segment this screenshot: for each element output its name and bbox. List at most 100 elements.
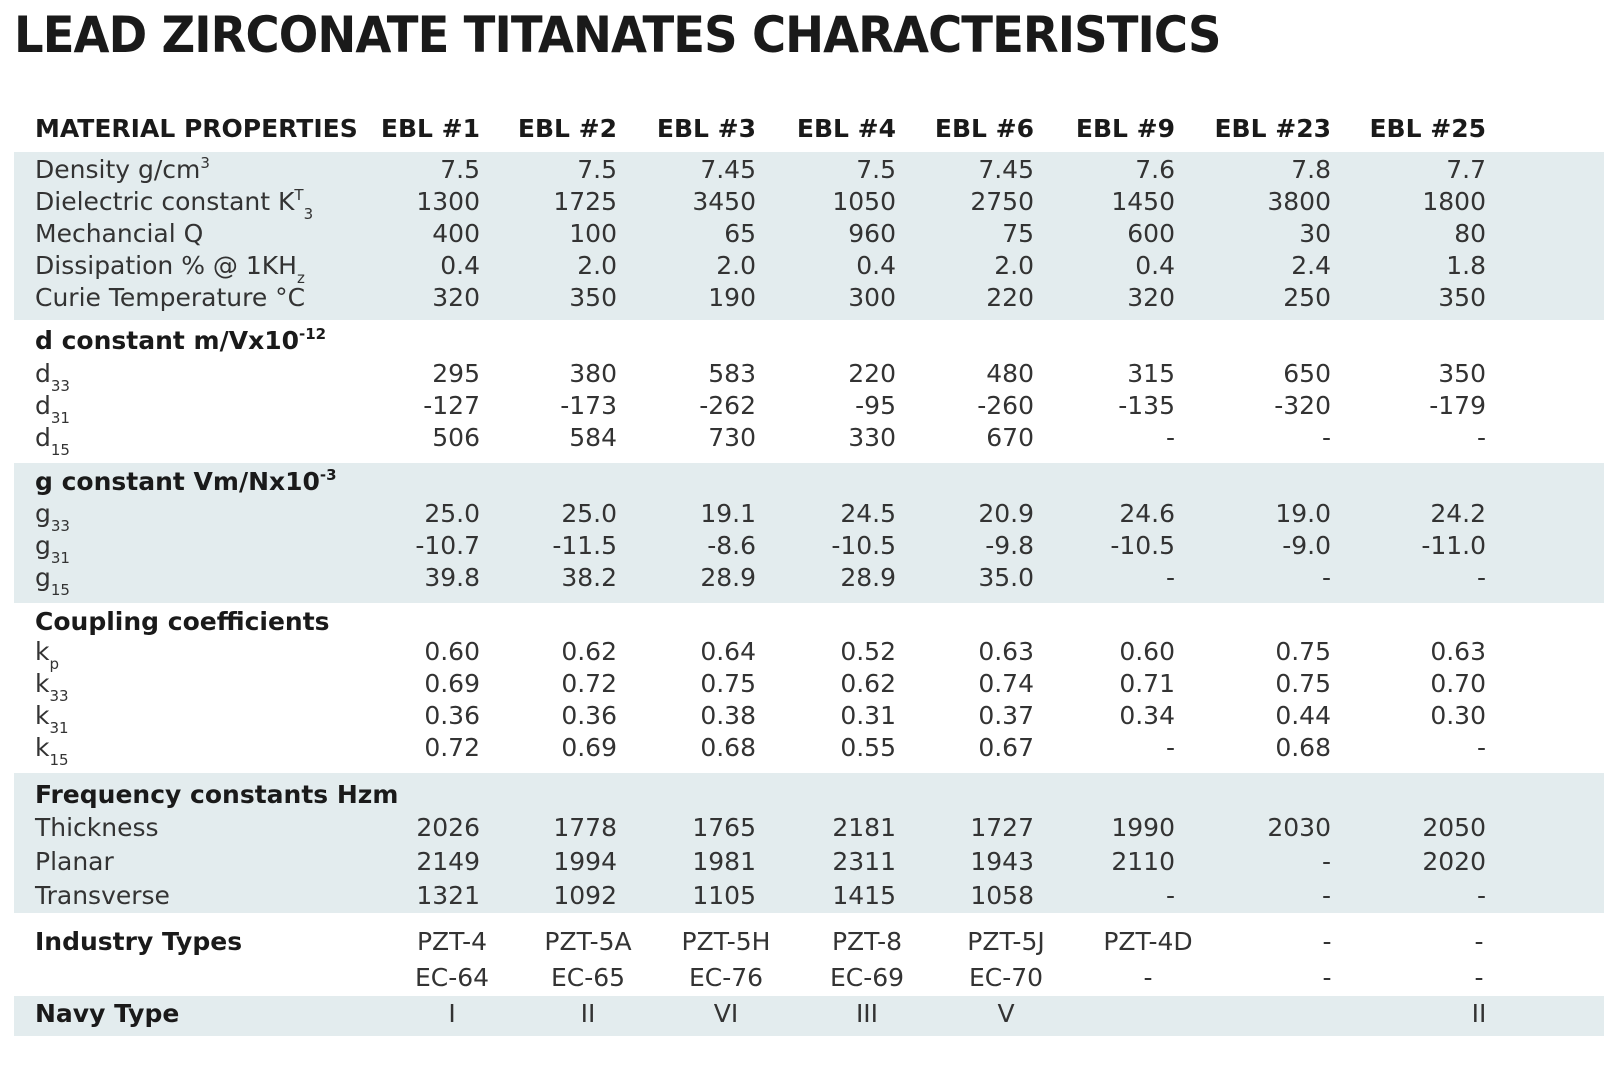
subscript: 15	[50, 441, 70, 459]
table-cell: 2.4	[1291, 251, 1331, 280]
table-cell: -	[1165, 881, 1175, 910]
label-text: Mechancial Q	[35, 219, 204, 248]
table-cell: -	[1143, 963, 1153, 992]
table-cell: 0.75	[1275, 669, 1331, 698]
row-label: g15	[35, 562, 70, 599]
row-label: g31	[35, 530, 70, 567]
table-cell: 3450	[692, 187, 756, 216]
label-text: d constant m/Vx10	[35, 326, 299, 355]
table-cell: VI	[713, 999, 739, 1028]
table-cell: 7.45	[978, 155, 1034, 184]
label-text: Industry Types	[35, 927, 243, 956]
table-cell: 2311	[832, 847, 896, 876]
table-cell: EC-70	[968, 963, 1044, 992]
table-cell: 2181	[832, 813, 896, 842]
table-cell: 7.8	[1291, 155, 1331, 184]
table-cell: 1990	[1111, 813, 1175, 842]
table-cell: -127	[423, 391, 480, 420]
table-cell: 1943	[970, 847, 1034, 876]
section-heading: Industry Types	[35, 926, 242, 958]
table-cell: 380	[569, 359, 617, 388]
table-cell: 0.60	[1119, 637, 1175, 666]
table-cell: 25.0	[561, 499, 617, 528]
table-cell: 35.0	[978, 563, 1034, 592]
subscript: 3	[303, 205, 314, 223]
table-cell: 1.8	[1446, 251, 1486, 280]
table-cell: EC-65	[550, 963, 626, 992]
table-cell: 0.72	[424, 733, 480, 762]
table-cell: PZT-4D	[1103, 927, 1193, 956]
table-cell: 7.5	[440, 155, 480, 184]
row-label: k33	[35, 668, 69, 705]
table-cell: -	[1165, 563, 1175, 592]
table-cell: 0.67	[978, 733, 1034, 762]
label-text: Dissipation % @ 1KH	[35, 251, 297, 280]
table-cell: 24.2	[1430, 499, 1486, 528]
table-cell: -	[1476, 881, 1486, 910]
column-header: EBL #6	[934, 114, 1034, 143]
table-cell: 0.68	[700, 733, 756, 762]
table-cell: 0.44	[1275, 701, 1331, 730]
row-label: Mechancial Q	[35, 218, 203, 250]
label-text: Coupling coefficients	[35, 607, 330, 636]
superscript: -12	[299, 325, 327, 343]
label-text: Dielectric constant K	[35, 187, 295, 216]
label-text: Curie Temperature °C	[35, 283, 306, 312]
row-label: k15	[35, 732, 69, 769]
row-label: d15	[35, 422, 70, 459]
row-label: Dissipation % @ 1KHz	[35, 250, 305, 287]
row-label: d31	[35, 390, 70, 427]
table-cell: 30	[1299, 219, 1331, 248]
table-cell: -179	[1429, 391, 1486, 420]
label-text: Navy Type	[35, 999, 180, 1028]
row-label: kp	[35, 636, 59, 673]
row-band	[14, 773, 1604, 913]
table-cell: 400	[432, 219, 480, 248]
table-cell: -	[1474, 963, 1484, 992]
label-text: k	[35, 669, 50, 698]
table-cell: 0.70	[1430, 669, 1486, 698]
table-cell: 0.68	[1275, 733, 1331, 762]
table-cell: 0.30	[1430, 701, 1486, 730]
table-cell: -	[1476, 733, 1486, 762]
table-cell: 25.0	[424, 499, 480, 528]
table-cell: 320	[432, 283, 480, 312]
column-header: EBL #23	[1214, 114, 1331, 143]
table-cell: -	[1476, 423, 1486, 452]
table-cell: 75	[1002, 219, 1034, 248]
table-cell: -320	[1274, 391, 1331, 420]
column-header: EBL #3	[656, 114, 756, 143]
row-label: Planar	[35, 846, 114, 878]
table-cell: 7.45	[700, 155, 756, 184]
table-cell: 1981	[692, 847, 756, 876]
table-cell: 600	[1127, 219, 1175, 248]
subscript: 31	[50, 409, 70, 427]
table-cell: 0.36	[561, 701, 617, 730]
table-cell: 350	[1438, 283, 1486, 312]
table-cell: 0.34	[1119, 701, 1175, 730]
subscript: 15	[49, 751, 69, 769]
table-cell: 0.62	[561, 637, 617, 666]
table-cell: 0.52	[840, 637, 896, 666]
subscript: 31	[49, 719, 69, 737]
table-cell: 1300	[416, 187, 480, 216]
table-cell: 0.63	[978, 637, 1034, 666]
table-cell: 0.69	[424, 669, 480, 698]
label-text: k	[35, 701, 50, 730]
row-label: Density g/cm3	[35, 154, 210, 189]
table-cell: 7.5	[856, 155, 896, 184]
table-cell: 0.69	[561, 733, 617, 762]
table-cell: 0.75	[1275, 637, 1331, 666]
table-cell: -	[1321, 847, 1331, 876]
table-cell: PZT-5H	[681, 927, 771, 956]
table-cell: PZT-5J	[967, 927, 1045, 956]
section-heading: d constant m/Vx10-12	[35, 325, 326, 360]
table-cell: 583	[708, 359, 756, 388]
column-header: EBL #4	[796, 114, 896, 143]
table-cell: PZT-8	[831, 927, 903, 956]
subscript: 15	[50, 581, 70, 599]
row-label: d33	[35, 358, 70, 395]
table-cell: 0.38	[700, 701, 756, 730]
row-band	[14, 996, 1604, 1036]
table-cell: 1727	[970, 813, 1034, 842]
